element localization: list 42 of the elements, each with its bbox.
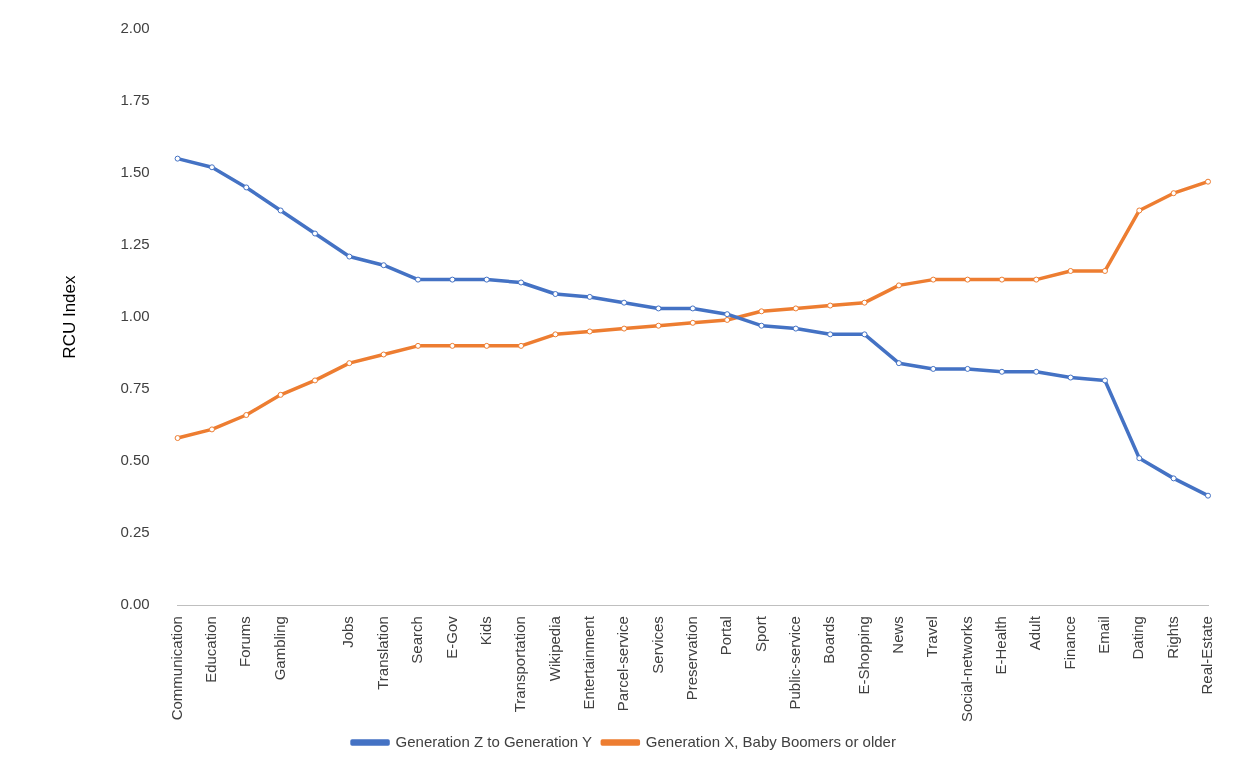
x-tick-label: Education <box>202 616 220 683</box>
legend-label: Generation X, Baby Boomers or older <box>645 732 896 750</box>
x-tick-label: Gambling <box>270 616 288 681</box>
x-tick-label: E-Gov <box>442 615 460 659</box>
x-tick-label: Translation <box>373 616 391 690</box>
x-tick-label: Portal <box>717 616 735 656</box>
x-tick-label: Finance <box>1060 616 1078 670</box>
x-tick-label: Social-networks <box>957 616 975 722</box>
x-tick-label: Dating <box>1129 616 1147 660</box>
x-tick-label: Sport <box>751 615 769 652</box>
x-tick-label: Transportation <box>511 616 529 713</box>
x-tick-label: E-Shopping <box>854 616 872 695</box>
x-tick-label: Email <box>1095 616 1113 654</box>
x-tick-label: Kids <box>476 616 494 646</box>
y-axis-title: RCU Index <box>59 274 79 359</box>
x-tick-label: Wikipedia <box>545 615 563 682</box>
x-tick-label: Jobs <box>339 616 357 648</box>
y-tick-label: 2.00 <box>120 19 150 37</box>
x-tick-label: Adult <box>1026 615 1044 651</box>
y-tick-label: 0.00 <box>120 595 150 613</box>
x-tick-label: E-Health <box>992 616 1010 675</box>
x-tick-label: Search <box>408 616 426 664</box>
y-tick-label: 0.50 <box>120 451 150 469</box>
x-tick-label: Public-service <box>785 616 803 710</box>
x-tick-label: Real-Estate <box>1198 616 1216 695</box>
x-tick-label: Boards <box>820 616 838 664</box>
y-tick-label: 1.00 <box>120 307 150 325</box>
y-tick-label: 0.25 <box>120 523 150 541</box>
y-tick-label: 0.75 <box>120 379 150 397</box>
x-tick-label: Services <box>648 616 666 674</box>
x-tick-label: Parcel-service <box>614 616 632 712</box>
y-tick-label: 1.75 <box>120 91 150 109</box>
x-tick-label: News <box>889 616 907 654</box>
x-tick-label: Forums <box>236 616 254 667</box>
x-tick-label: Travel <box>923 616 941 658</box>
y-tick-label: 1.25 <box>120 235 150 253</box>
x-tick-label: Rights <box>1163 616 1181 659</box>
x-tick-label: Communication <box>167 616 185 721</box>
y-tick-label: 1.50 <box>120 163 150 181</box>
legend-label: Generation Z to Generation Y <box>395 732 593 750</box>
x-tick-label: Preservation <box>682 616 700 701</box>
x-tick-label: Entertainment <box>579 615 597 710</box>
